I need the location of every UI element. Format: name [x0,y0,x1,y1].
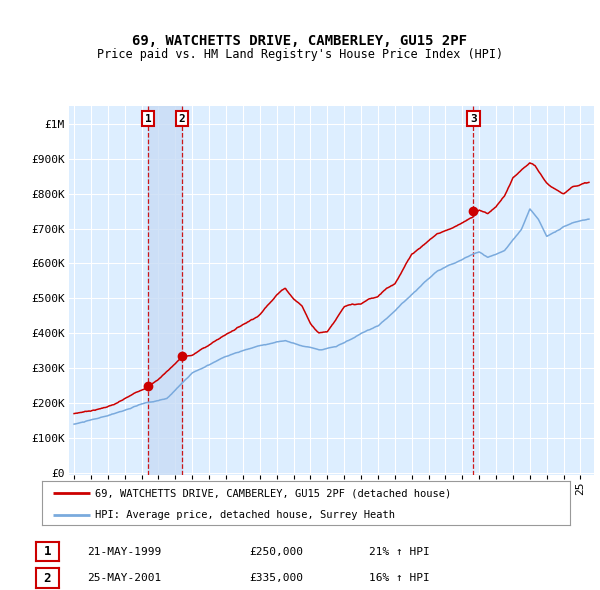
Text: 69, WATCHETTS DRIVE, CAMBERLEY, GU15 2PF: 69, WATCHETTS DRIVE, CAMBERLEY, GU15 2PF [133,34,467,48]
Text: 2: 2 [178,114,185,124]
Text: Price paid vs. HM Land Registry's House Price Index (HPI): Price paid vs. HM Land Registry's House … [97,48,503,61]
Text: 69, WATCHETTS DRIVE, CAMBERLEY, GU15 2PF (detached house): 69, WATCHETTS DRIVE, CAMBERLEY, GU15 2PF… [95,489,451,498]
Text: 1: 1 [44,545,51,558]
Text: 3: 3 [470,114,477,124]
Text: £250,000: £250,000 [249,547,303,556]
Text: 25-MAY-2001: 25-MAY-2001 [87,573,161,583]
Text: 21-MAY-1999: 21-MAY-1999 [87,547,161,556]
Bar [148,106,182,475]
Text: 21% ↑ HPI: 21% ↑ HPI [369,547,430,556]
Text: 1: 1 [145,114,151,124]
Text: 2: 2 [44,572,51,585]
Text: HPI: Average price, detached house, Surrey Heath: HPI: Average price, detached house, Surr… [95,510,395,520]
Text: 16% ↑ HPI: 16% ↑ HPI [369,573,430,583]
Text: £335,000: £335,000 [249,573,303,583]
